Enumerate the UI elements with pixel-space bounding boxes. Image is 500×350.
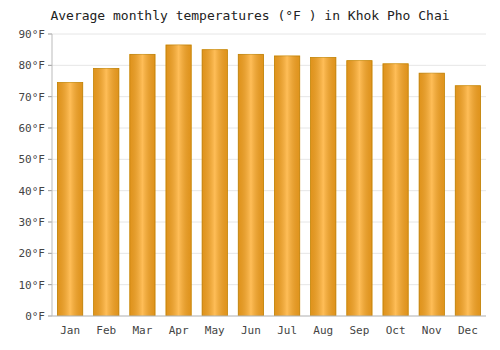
y-tick [48,222,52,223]
bar-shading [311,58,336,317]
x-tick-label: Jul [277,324,297,337]
bar-shading [419,73,444,316]
bars [57,45,480,316]
y-tick [48,96,52,97]
bar [130,54,155,316]
bar [202,50,227,316]
y-axis-line [52,34,53,316]
bar-group [455,86,480,316]
y-tick-label: 20°F [19,247,46,260]
y-tick-label: 60°F [19,122,46,135]
bar-group [57,83,82,316]
y-tick-label: 40°F [19,185,46,198]
bar-group [419,73,444,316]
bar-shading [455,86,480,316]
bar [57,83,82,316]
bar-group [130,54,155,316]
grid-line [52,65,486,66]
bar-group [383,64,408,316]
bar-shading [166,45,191,316]
x-tick-label: Dec [458,324,478,337]
bar-shading [238,54,263,316]
bar [455,86,480,316]
y-tick [48,253,52,254]
y-tick [48,34,52,35]
bar-shading [274,56,299,316]
y-tick-label: 90°F [19,28,46,41]
y-tick-label: 0°F [25,310,45,323]
y-tick-label: 10°F [19,279,46,292]
x-axis-line [52,316,486,317]
grid-line [52,316,486,317]
bar [94,68,119,316]
y-tick [48,284,52,285]
x-tick-label: Sep [349,324,369,337]
bar-group [311,58,336,317]
y-tick [48,316,52,317]
x-tick-label: Jan [60,324,80,337]
bar [166,45,191,316]
bar [347,61,372,316]
x-tick-label: Feb [96,324,116,337]
x-tick-label: Jun [241,324,261,337]
grid-line [52,34,486,35]
bar-group [94,68,119,316]
grid [52,34,486,316]
y-tick-label: 30°F [19,216,46,229]
bar-group [238,54,263,316]
y-tick-label: 80°F [19,59,46,72]
x-axis: Jan Feb Mar Apr May Jun Jul Aug Sep Oct Nov Dec [60,324,478,337]
bar-group [166,45,191,316]
y-axis: 0°F 10°F 20°F 30°F 40°F 50°F 60°F 70°F 80°F 90°F [19,28,53,323]
x-tick-label: Oct [386,324,406,337]
y-tick [48,128,52,129]
y-tick [48,65,52,66]
x-tick-label: Mar [132,324,152,337]
bar [419,73,444,316]
y-tick-label: 70°F [19,91,46,104]
x-tick-label: Apr [169,324,189,337]
bar-shading [57,83,82,316]
bar-shading [383,64,408,316]
y-tick [48,190,52,191]
chart: Average monthly temperatures (°F ) in Kh… [0,0,500,350]
x-tick-label: Nov [422,324,442,337]
bar-shading [347,61,372,316]
y-tick-label: 50°F [19,153,46,166]
bar [274,56,299,316]
bar-shading [202,50,227,316]
bar-group [274,56,299,316]
bar-shading [130,54,155,316]
bar-group [202,50,227,316]
title: Average monthly temperatures (°F ) in Kh… [50,8,449,23]
y-tick [48,159,52,160]
x-tick-label: May [205,324,225,337]
x-tick-label: Aug [313,324,333,337]
bar-shading [94,68,119,316]
bar [311,58,336,317]
bar [383,64,408,316]
bar [238,54,263,316]
bar-group [347,61,372,316]
